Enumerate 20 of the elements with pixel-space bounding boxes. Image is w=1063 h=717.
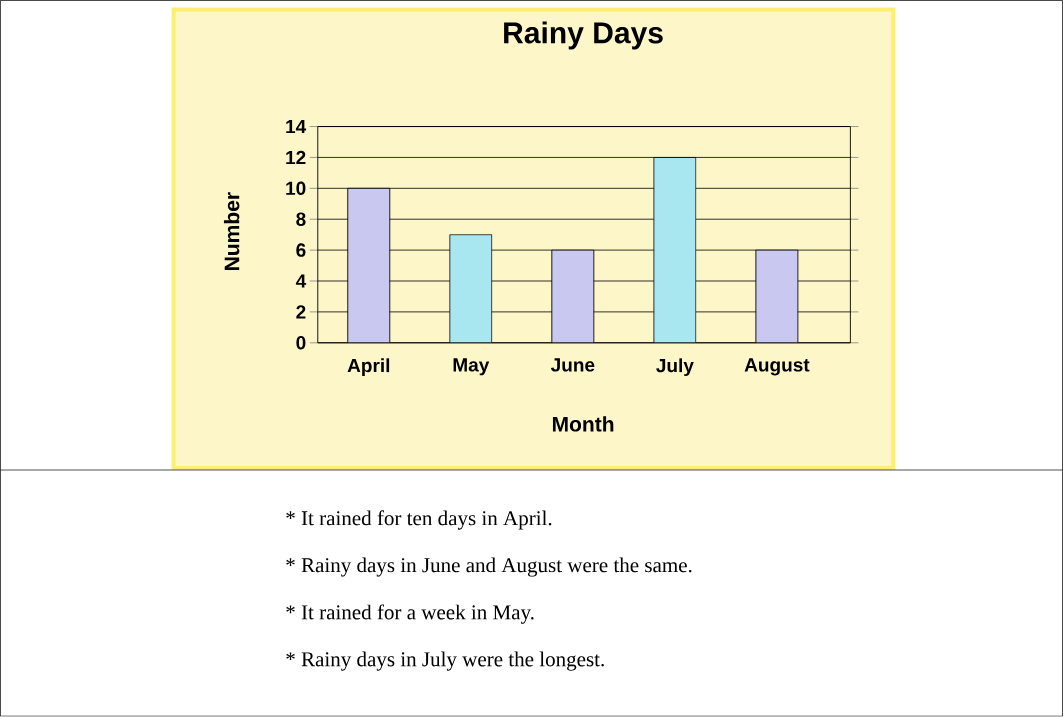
x-tick-label: August	[744, 358, 810, 376]
y-tick-label: 12	[286, 150, 306, 165]
x-tick-label: May	[453, 358, 490, 376]
x-axis-title: Month	[552, 416, 614, 432]
x-tick-label: July	[656, 358, 694, 377]
text: * Rainy days in June and August were the same.	[286, 557, 692, 577]
y-tick-label: 8	[296, 212, 306, 227]
y-tick-label: 6	[296, 243, 306, 258]
chart-title: Rainy Days	[504, 21, 663, 50]
y-tick-label: 14	[286, 120, 307, 134]
x-tick-label: June	[550, 358, 595, 372]
text: * It rained for ten days in April.	[286, 510, 552, 530]
y-tick-label: 4	[295, 274, 307, 288]
y-tick-label: 10	[286, 181, 306, 196]
y-tick-label: 0	[296, 336, 306, 350]
text: * Rainy days in July were the longest.	[286, 651, 604, 671]
x-tick-label: April	[347, 358, 390, 377]
y-tick-label: 2	[296, 305, 306, 319]
text: * It rained for a week in May.	[286, 604, 534, 624]
y-axis-title: Number	[223, 192, 240, 271]
